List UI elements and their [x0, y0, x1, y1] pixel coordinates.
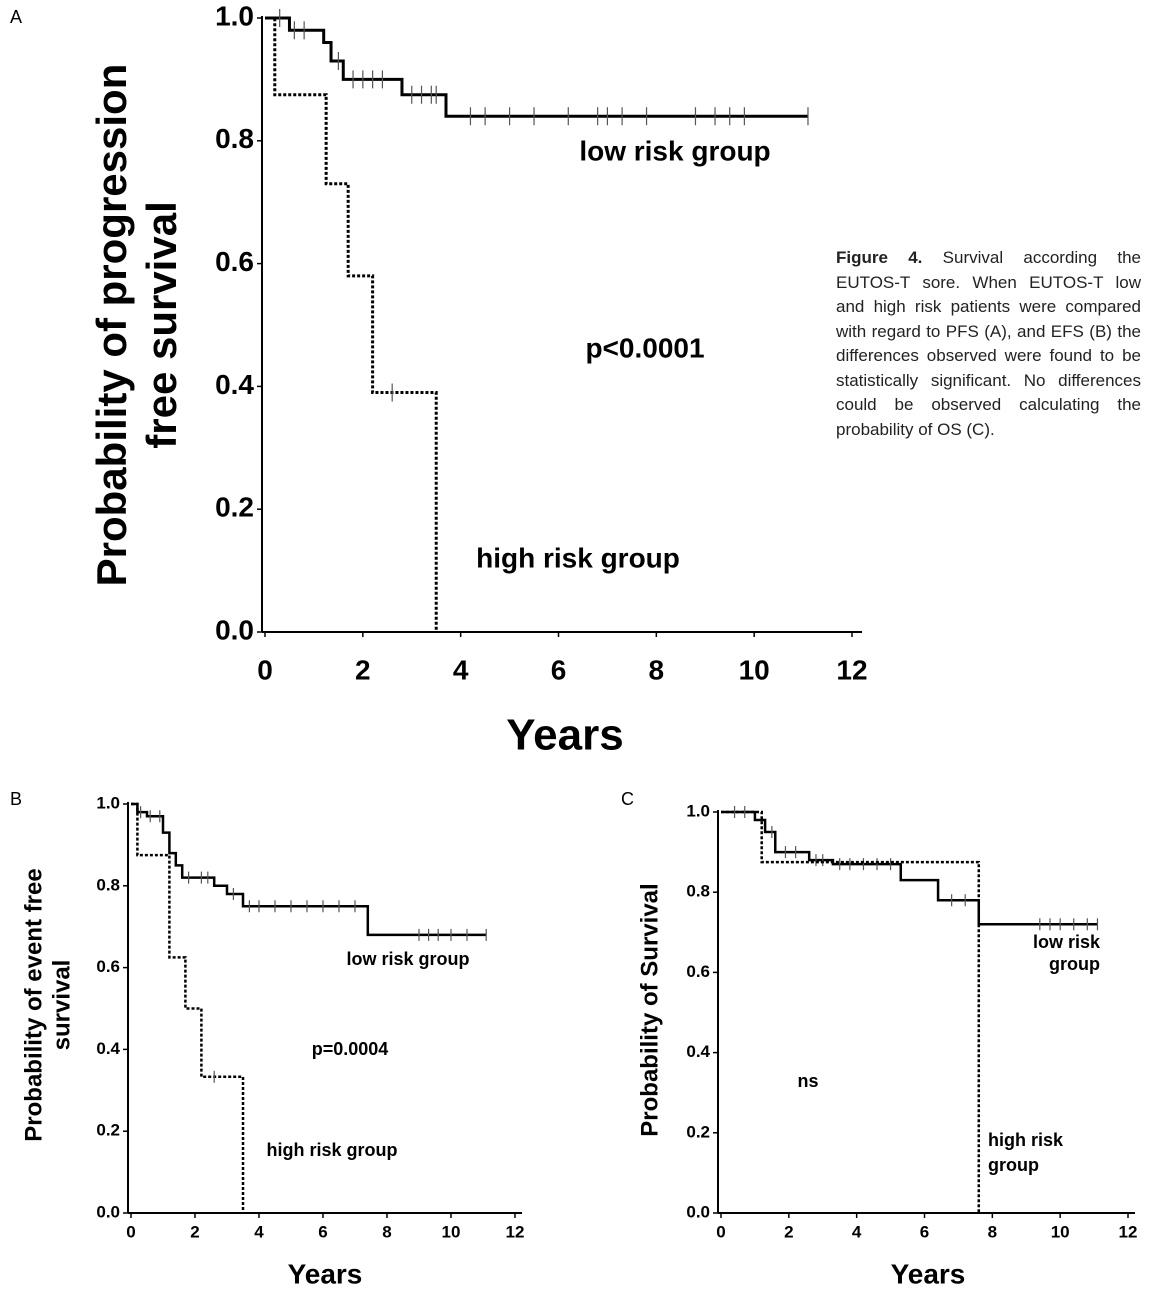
panel-label: A	[10, 7, 22, 27]
x-tick-label: 8	[988, 1222, 997, 1241]
x-tick-label: 8	[382, 1222, 391, 1241]
annotation: low risk group	[579, 135, 770, 166]
y-tick-label: 0.8	[686, 882, 710, 901]
survival-curve	[265, 16, 438, 632]
x-tick-label: 2	[190, 1222, 199, 1241]
x-tick-label: 4	[254, 1222, 264, 1241]
annotation: low risk	[1033, 932, 1101, 952]
x-tick-label: 10	[442, 1222, 461, 1241]
caption-label: Figure 4.	[836, 248, 923, 267]
x-tick-label: 10	[1051, 1222, 1070, 1241]
y-tick-label: 1.0	[686, 801, 710, 820]
y-tick-label: 0.4	[96, 1039, 120, 1058]
y-tick-label: 0.2	[686, 1122, 710, 1141]
annotation: group	[988, 1155, 1039, 1175]
x-tick-label: 12	[1119, 1222, 1138, 1241]
y-tick-label: 0.0	[215, 614, 254, 645]
annotation: low risk group	[346, 949, 469, 969]
y-tick-label: 0.8	[96, 875, 120, 894]
x-tick-label: 12	[506, 1222, 525, 1241]
x-tick-label: 6	[551, 654, 567, 685]
y-tick-label: 0.4	[215, 369, 254, 400]
y-axis-label: Probability of progression	[88, 64, 135, 587]
y-tick-label: 0.0	[96, 1202, 120, 1221]
y-tick-label: 0.2	[215, 492, 254, 523]
x-tick-label: 4	[852, 1222, 862, 1241]
y-tick-label: 0.2	[96, 1121, 120, 1140]
caption: Figure 4. Survival according the EUTOS-T…	[836, 246, 1141, 442]
survival-curve	[131, 802, 487, 937]
survival-curve	[721, 810, 981, 1213]
annotation: high risk	[988, 1130, 1064, 1150]
x-tick-label: 12	[836, 654, 867, 685]
x-axis-label: Years	[288, 1258, 363, 1289]
annotation: high risk group	[266, 1140, 397, 1160]
survival-curve	[265, 16, 808, 118]
x-tick-label: 0	[257, 654, 273, 685]
annotation: ns	[797, 1071, 818, 1091]
x-tick-label: 8	[649, 654, 665, 685]
x-tick-label: 0	[126, 1222, 135, 1241]
y-axis-label: survival	[48, 960, 75, 1051]
caption-text: Survival according the EUTOS-T sore. Whe…	[836, 248, 1141, 439]
y-tick-label: 0.6	[215, 246, 254, 277]
y-axis-label: Probability of Survival	[636, 883, 663, 1136]
y-tick-label: 0.8	[215, 123, 254, 154]
survival-curve	[131, 802, 245, 1213]
annotation: group	[1049, 954, 1100, 974]
x-tick-label: 6	[920, 1222, 929, 1241]
x-tick-label: 2	[355, 654, 371, 685]
x-tick-label: 10	[739, 654, 770, 685]
y-tick-label: 0.0	[686, 1202, 710, 1221]
x-axis-label: Years	[506, 711, 623, 760]
y-tick-label: 1.0	[96, 793, 120, 812]
y-tick-label: 0.6	[96, 957, 120, 976]
annotation: high risk group	[476, 542, 680, 573]
y-tick-label: 0.6	[686, 962, 710, 981]
y-axis-label: free survival	[138, 201, 185, 449]
y-tick-label: 1.0	[215, 0, 254, 31]
x-tick-label: 4	[453, 654, 469, 685]
annotation: p<0.0001	[585, 332, 704, 363]
panel-label: C	[621, 789, 634, 809]
survival-curve	[721, 810, 1098, 926]
x-tick-label: 0	[716, 1222, 725, 1241]
x-tick-label: 6	[318, 1222, 327, 1241]
x-tick-label: 2	[784, 1222, 793, 1241]
y-axis-label: Probability of event free	[20, 868, 47, 1141]
x-axis-label: Years	[891, 1258, 966, 1289]
panel-label: B	[10, 789, 22, 809]
annotation: p=0.0004	[312, 1039, 389, 1059]
y-tick-label: 0.4	[686, 1042, 710, 1061]
